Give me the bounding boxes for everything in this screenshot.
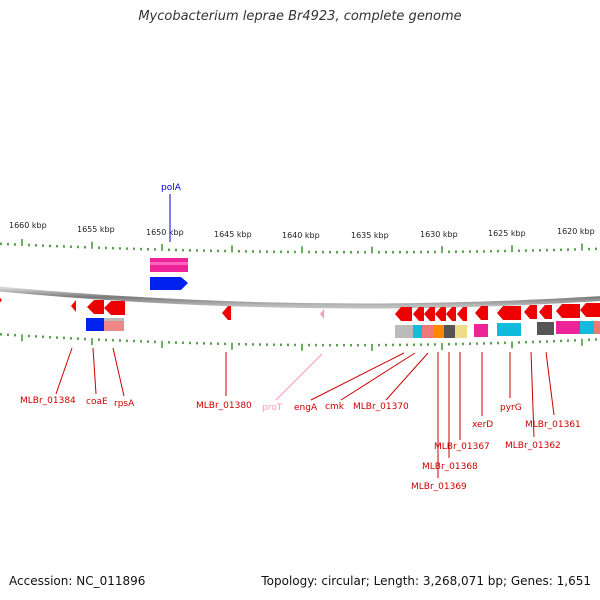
gene-arrow-edge-left[interactable]	[0, 296, 2, 305]
gene-labels: MLBr_01384 coaE rpsA MLBr_01380 proT eng…	[20, 396, 581, 492]
gene-arrow-MLBr_01369[interactable]	[435, 307, 446, 321]
leader-engA	[310, 352, 405, 401]
scale-label-1650: 1650 kbp	[146, 228, 184, 237]
gene-arrow-right-b[interactable]	[580, 303, 600, 317]
gene-label-polA[interactable]: polA	[161, 183, 182, 193]
gene-arrow-MLBr_01368[interactable]	[446, 307, 456, 321]
scale-labels: 1660 kbp 1655 kbp 1650 kbp 1645 kbp 1640…	[9, 221, 595, 240]
feature-box-coaE[interactable]	[86, 318, 104, 331]
accession-text: Accession: NC_011896	[9, 574, 146, 588]
gene-label-coaE[interactable]: coaE	[86, 397, 108, 407]
label-leaders	[55, 347, 555, 478]
feature-box-right-pink[interactable]	[594, 321, 600, 334]
gene-label-proT[interactable]: proT	[262, 403, 283, 413]
scale-ticks-bottom	[0, 333, 597, 351]
gene-label-xerD[interactable]: xerD	[472, 420, 493, 430]
gene-label-cmk[interactable]: cmk	[325, 402, 345, 412]
gene-arrow-MLBr_01370[interactable]	[424, 307, 435, 321]
gene-label-MLBr_01384[interactable]: MLBr_01384	[20, 396, 76, 406]
scale-label-1660: 1660 kbp	[9, 221, 47, 230]
gene-label-engA[interactable]: engA	[294, 403, 318, 413]
scale-label-1630: 1630 kbp	[420, 230, 458, 239]
feature-box-xerD[interactable]	[474, 324, 488, 337]
gene-arrow-pyrG[interactable]	[497, 306, 521, 320]
gene-arrow-engA[interactable]	[395, 307, 412, 321]
feature-box-top-magenta-shade	[150, 262, 188, 265]
feature-box-MLBr_01362[interactable]	[537, 322, 554, 335]
genome-title: Mycobacterium leprae Br4923, complete ge…	[138, 9, 462, 24]
feature-box-MLBr_01361[interactable]	[556, 321, 580, 334]
gene-arrow-cmk[interactable]	[413, 307, 424, 321]
gene-arrow-rpsA[interactable]	[104, 301, 125, 315]
scale-label-1645: 1645 kbp	[214, 230, 252, 239]
gene-label-MLBr_01367[interactable]: MLBr_01367	[434, 442, 490, 452]
feature-box-rpsA-shade	[104, 318, 124, 321]
feature-box-MLBr_01367[interactable]	[455, 325, 467, 338]
gene-arrow-MLBr_01361[interactable]	[539, 305, 552, 319]
scale-ticks-top	[0, 238, 597, 254]
feature-box-MLBr_01370[interactable]	[422, 325, 433, 338]
feature-box-pyrG[interactable]	[497, 323, 521, 336]
feature-box-rpsA[interactable]	[104, 318, 124, 331]
feature-box-MLBr_01368[interactable]	[444, 325, 455, 338]
scale-label-1625: 1625 kbp	[488, 229, 526, 238]
gene-arrow-MLBr_01380[interactable]	[222, 306, 231, 320]
scale-label-1635: 1635 kbp	[351, 231, 389, 240]
gene-arrow-polA[interactable]	[150, 277, 188, 290]
gene-arrow-proT[interactable]	[320, 309, 324, 319]
gene-arrow-MLBr_01384[interactable]	[71, 300, 76, 312]
gene-arrow-coaE[interactable]	[87, 300, 104, 314]
scale-label-1620: 1620 kbp	[557, 227, 595, 236]
genome-summary-text: Topology: circular; Length: 3,268,071 bp…	[261, 574, 591, 588]
gene-label-MLBr_01368[interactable]: MLBr_01368	[422, 462, 478, 472]
feature-box-right-cyan[interactable]	[580, 321, 594, 334]
gene-label-MLBr_01370[interactable]: MLBr_01370	[353, 402, 409, 412]
leader-coaE	[92, 347, 97, 395]
leader-MLBr_01384	[55, 347, 73, 395]
leader-cmk	[340, 352, 416, 401]
scale-label-1640: 1640 kbp	[282, 231, 320, 240]
gene-arrow-MLBr_01362[interactable]	[524, 305, 537, 319]
leader-MLBr_01370	[385, 352, 429, 401]
genome-backbone	[0, 286, 600, 309]
leader-rpsA	[112, 347, 125, 397]
leader-MLBr_01362	[530, 351, 535, 438]
gene-label-MLBr_01361[interactable]: MLBr_01361	[525, 420, 581, 430]
gene-label-rpsA[interactable]: rpsA	[114, 399, 135, 409]
gene-label-MLBr_01362[interactable]: MLBr_01362	[505, 441, 561, 451]
feature-box-MLBr_01369[interactable]	[433, 325, 444, 338]
gene-label-pyrG[interactable]: pyrG	[500, 403, 522, 413]
feature-box-cmk[interactable]	[413, 325, 422, 338]
scale-label-1655: 1655 kbp	[77, 225, 115, 234]
gene-arrow-right-a[interactable]	[556, 304, 580, 318]
feature-box-engA[interactable]	[395, 325, 413, 338]
gene-arrow-xerD[interactable]	[475, 306, 488, 320]
gene-arrow-MLBr_01367[interactable]	[457, 307, 467, 321]
leader-proT	[275, 353, 323, 401]
gene-label-MLBr_01380[interactable]: MLBr_01380	[196, 401, 252, 411]
leader-MLBr_01361	[545, 351, 555, 416]
gene-label-MLBr_01369[interactable]: MLBr_01369	[411, 482, 467, 492]
